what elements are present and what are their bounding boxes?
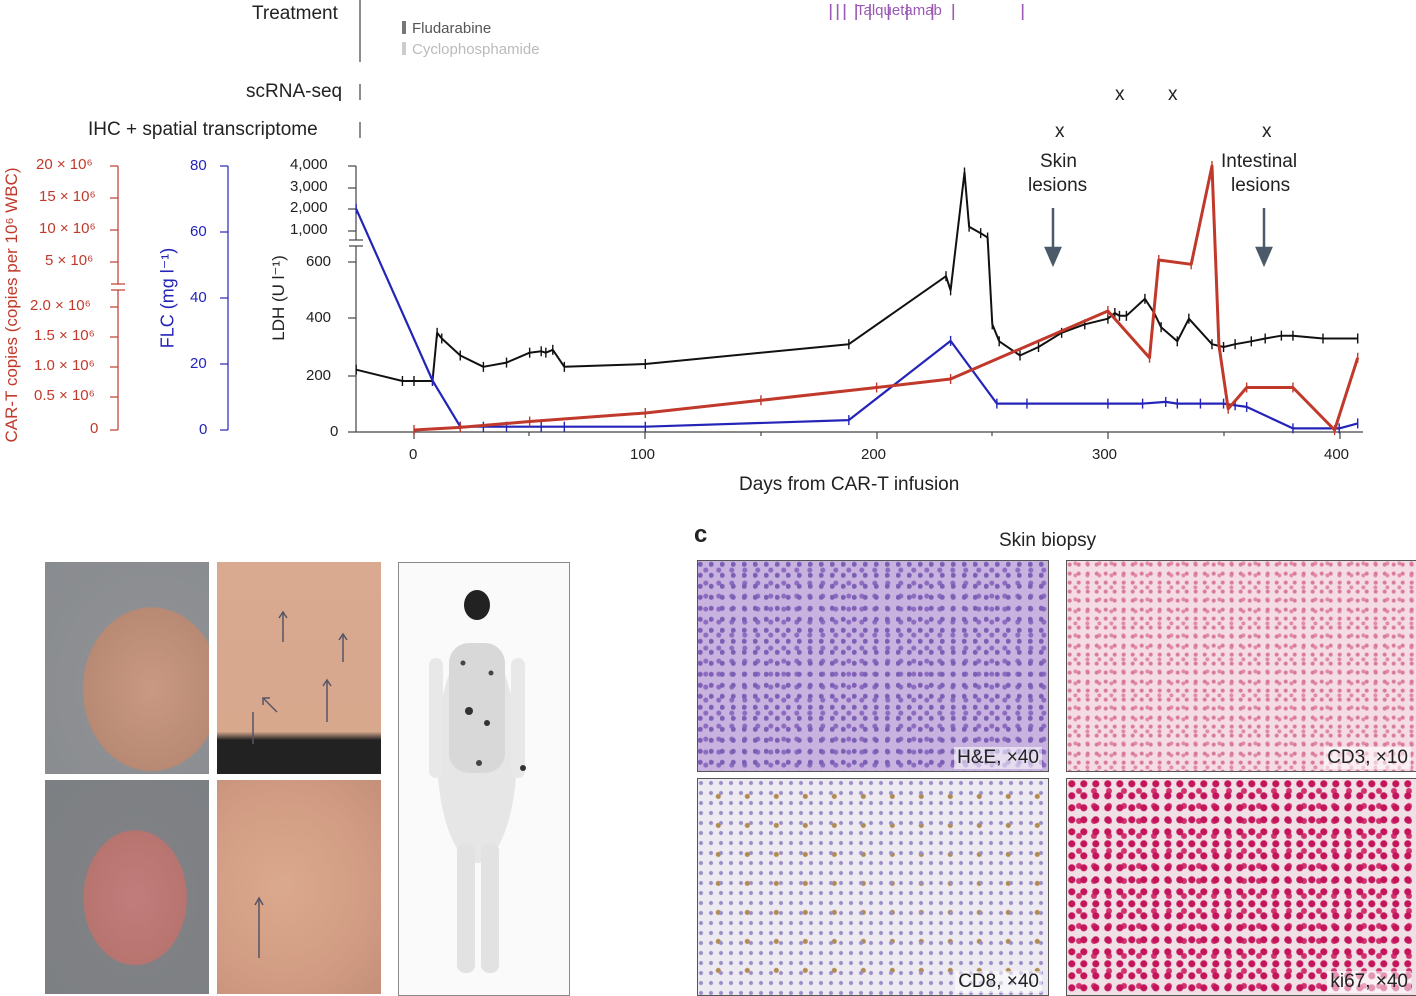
intestinal-annotation-line1: Intestinal (1221, 151, 1298, 172)
ldh-tick-label: 1,000 (290, 221, 328, 238)
flc-tick-label: 40 (190, 289, 207, 306)
treatment-row-label: Treatment (252, 3, 338, 24)
panel-c-letter: c (694, 521, 708, 548)
x-axis-title: Days from CAR-T infusion (739, 474, 960, 495)
ldh-tick-label: 4,000 (290, 156, 328, 173)
ldh-tick-label: 600 (306, 253, 332, 270)
series-line-car-t-copies (413, 164, 1360, 432)
ihc-marker: x (1055, 121, 1065, 142)
x-tick-label: 200 (861, 446, 887, 463)
skin-annotation-line2: lesions (1028, 175, 1088, 196)
micrograph-label: ki67, ×40 (1327, 971, 1411, 993)
ihc-marker: x (1262, 121, 1272, 142)
cart-tick-label: 1.0 × 10⁶ (34, 357, 95, 374)
scrna-marker: x (1115, 84, 1125, 105)
legend-cyclophosphamide: Cyclophosphamide (402, 41, 540, 58)
x-tick-label: 300 (1092, 446, 1118, 463)
talquetamab-label: Talquetamab (856, 2, 942, 19)
pet-scan (398, 562, 570, 996)
photo-shoulder (217, 780, 381, 994)
flc-tick-label: 20 (190, 355, 207, 372)
micrograph-cd8: CD8, ×40 (697, 778, 1049, 996)
intestinal-annotation-line2: lesions (1231, 175, 1291, 196)
panel-c-title: Skin biopsy (999, 530, 1097, 551)
series-line-ldh (355, 171, 1358, 382)
x-tick-label: 0 (409, 446, 418, 463)
micrograph-label: H&E, ×40 (954, 747, 1042, 769)
ldh-tick-label: 400 (306, 309, 332, 326)
photo-back (217, 562, 381, 774)
scrna-marker: x (1168, 84, 1178, 105)
flc-tick-label: 80 (190, 157, 207, 174)
ldh-tick-label: 200 (306, 367, 332, 384)
pet-scan-figure (429, 590, 526, 973)
cart-tick-label: 5 × 10⁶ (45, 252, 94, 269)
photo-arm (45, 562, 209, 774)
micrograph-label: CD3, ×10 (1324, 747, 1411, 769)
series-line-flc (355, 208, 1358, 430)
micrograph-label: CD8, ×40 (955, 971, 1042, 993)
micrograph-he: H&E, ×40 (697, 560, 1049, 772)
cart-tick-label: 15 × 10⁶ (39, 188, 96, 205)
cart-tick-label: 2.0 × 10⁶ (30, 297, 91, 314)
ldh-tick-label: 0 (330, 423, 339, 440)
cart-tick-label: 10 × 10⁶ (39, 220, 96, 237)
photo-hand (45, 780, 209, 994)
scrna-row-label: scRNA-seq (246, 81, 343, 102)
arrow-icon (254, 896, 264, 958)
ldh-tick-label: 3,000 (290, 178, 328, 195)
legend-fludarabine-text: Fludarabine (412, 20, 492, 37)
legend-cyclophosphamide-text: Cyclophosphamide (412, 41, 540, 58)
cart-tick-label: 1.5 × 10⁶ (34, 327, 95, 344)
cart-tick-label: 20 × 10⁶ (36, 156, 93, 173)
ldh-tick-label: 2,000 (290, 199, 328, 216)
cart-tick-label: 0.5 × 10⁶ (34, 387, 95, 404)
micrograph-cd3: CD3, ×10 (1066, 560, 1416, 772)
ihc-row-label: IHC + spatial transcriptome (88, 119, 318, 140)
fludarabine-swatch (402, 21, 406, 34)
flc-tick-label: 0 (199, 421, 208, 438)
legend-fludarabine: Fludarabine (402, 20, 491, 37)
flc-tick-label: 60 (190, 223, 207, 240)
x-tick-label: 400 (1324, 446, 1350, 463)
x-tick-label: 100 (630, 446, 656, 463)
cart-tick-label: 0 (90, 420, 99, 437)
skin-annotation-line1: Skin (1040, 151, 1077, 172)
cyclophosphamide-swatch (402, 42, 406, 55)
micrograph-ki67: ki67, ×40 (1066, 778, 1416, 996)
arrow-icon (252, 610, 348, 744)
